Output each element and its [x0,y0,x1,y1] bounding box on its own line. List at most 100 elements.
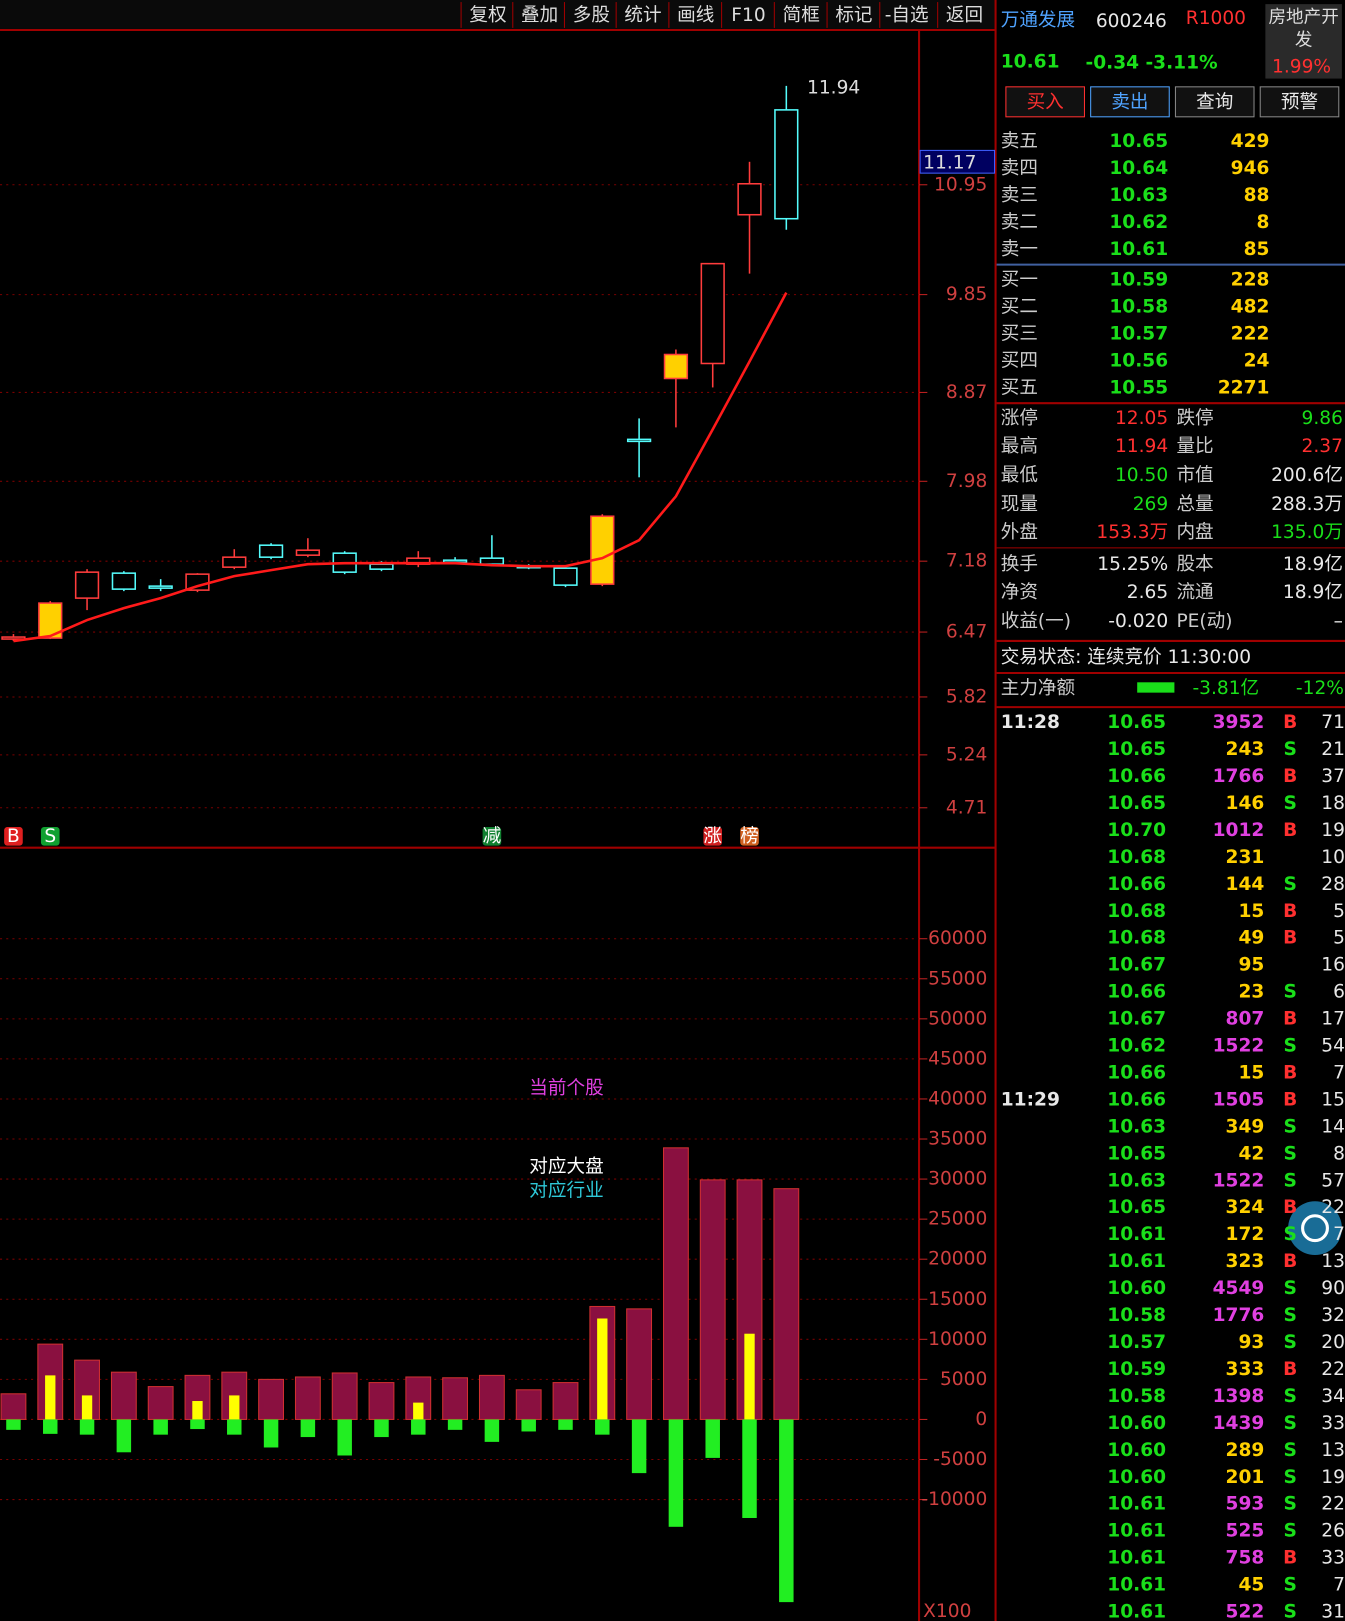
stat-label: 换手 [1001,554,1038,575]
trade-count: 22 [1321,1359,1345,1380]
bar [263,1419,279,1448]
trade-price: 10.60 [1107,1413,1166,1434]
trade-side: B [1283,928,1297,949]
bar [742,1419,757,1518]
bar [110,1371,137,1420]
action-button-label[interactable]: 卖出 [1111,92,1148,113]
trade-price: 10.68 [1107,928,1166,949]
book-label: 买五 [1001,378,1038,399]
toolbar-button[interactable]: 标记 [835,5,872,26]
chat-icon[interactable] [1301,1214,1329,1243]
action-button[interactable] [1259,86,1340,118]
action-button[interactable] [1005,86,1085,118]
trade-price: 10.65 [1107,1143,1166,1164]
trade-price: 10.65 [1107,712,1166,733]
bar [521,1419,536,1432]
bar [374,1419,389,1438]
trade-time: 11:28 [1001,712,1060,733]
bar [478,1374,505,1420]
trade-price: 10.63 [1107,1116,1166,1137]
trade-side: B [1283,901,1297,922]
candle-body [222,556,247,568]
y-tick-label: 55000 [928,968,987,989]
trade-volume: 3952 [1213,712,1265,733]
trade-volume: 243 [1226,739,1265,760]
book-volume: 8 [1257,212,1270,233]
trade-volume: 23 [1238,982,1264,1003]
book-price: 10.59 [1109,270,1168,291]
flow-value: -3.81亿 [1192,678,1259,699]
stat-label: 跌停 [1176,408,1213,429]
trade-count: 19 [1321,820,1345,841]
toolbar-button[interactable]: 复权 [469,5,506,26]
toolbar-button[interactable]: 简框 [783,5,820,26]
trade-price: 10.66 [1107,982,1166,1003]
bar [773,1188,800,1420]
y-tick-label: 7.98 [946,471,987,492]
trade-price: 10.59 [1107,1359,1166,1380]
bar [705,1419,720,1458]
unit-label: X100 [923,1601,971,1621]
toolbar-button[interactable]: F10 [731,5,765,26]
book-price: 10.62 [1109,212,1168,233]
trade-price: 10.66 [1107,1062,1166,1083]
toolbar-button[interactable]: 返回 [946,5,983,26]
chat-bubble[interactable] [1288,1201,1342,1256]
toolbar-button[interactable]: 画线 [677,5,714,26]
bar [597,1318,608,1420]
trade-price: 10.66 [1107,874,1166,895]
y-tick-label: 10000 [928,1329,987,1350]
y-tick-label: -10000 [921,1489,987,1510]
candle-body [369,563,394,570]
quote-panel: 房地产开发 [996,4,1345,709]
trade-count: 7 [1333,1062,1345,1083]
trade-count: 34 [1321,1386,1345,1407]
stat-value: 200.6亿 [1271,465,1343,486]
stat-label: 股本 [1176,554,1213,575]
trade-count: 26 [1321,1521,1345,1542]
bar [258,1378,284,1420]
action-button[interactable] [1174,86,1255,118]
trade-side: S [1283,1036,1296,1057]
trade-count: 32 [1321,1305,1345,1326]
cursor-label: 11.17 [923,152,976,173]
trade-price: 10.67 [1107,1009,1166,1030]
book-label: 买二 [1001,297,1038,318]
action-button[interactable] [1090,86,1170,118]
toolbar-button[interactable]: 多股 [573,5,610,26]
book-price: 10.61 [1109,239,1168,260]
trade-volume: 172 [1226,1224,1265,1245]
action-button-label[interactable]: 查询 [1196,92,1233,113]
flow-pct: -12% [1296,678,1344,699]
trade-side: B [1283,1359,1297,1380]
bar [368,1382,395,1420]
book-volume: 88 [1244,185,1270,206]
candle-body [590,515,615,585]
toolbar-button[interactable]: 统计 [624,5,661,26]
action-button-label[interactable]: 预警 [1281,92,1318,113]
trade-count: 21 [1321,739,1345,760]
book-volume: 946 [1231,158,1270,179]
trade-volume: 807 [1226,1009,1265,1030]
signal-badge [740,827,759,846]
y-tick-label: 50000 [928,1008,987,1029]
toolbar-button[interactable]: 叠加 [521,5,558,26]
last-price: 10.61 [1001,52,1060,73]
bar [779,1419,794,1603]
y-tick-label: 60000 [928,928,987,949]
bar [81,1395,93,1420]
toolbar-bg [0,0,995,29]
trade-price: 10.60 [1107,1467,1166,1488]
book-price: 10.55 [1109,378,1168,399]
trade-count: 13 [1321,1440,1345,1461]
stat-value: 18.9亿 [1283,554,1343,575]
trade-price: 10.61 [1107,1251,1166,1272]
toolbar-button[interactable]: -自选 [885,5,929,26]
stat-value: 10.50 [1115,465,1168,486]
y-tick-label: 35000 [928,1129,987,1150]
action-button-label[interactable]: 买入 [1027,92,1064,113]
trade-price: 10.58 [1107,1386,1166,1407]
book-label: 买四 [1001,351,1038,372]
stat-value: 135.0万 [1271,522,1343,543]
